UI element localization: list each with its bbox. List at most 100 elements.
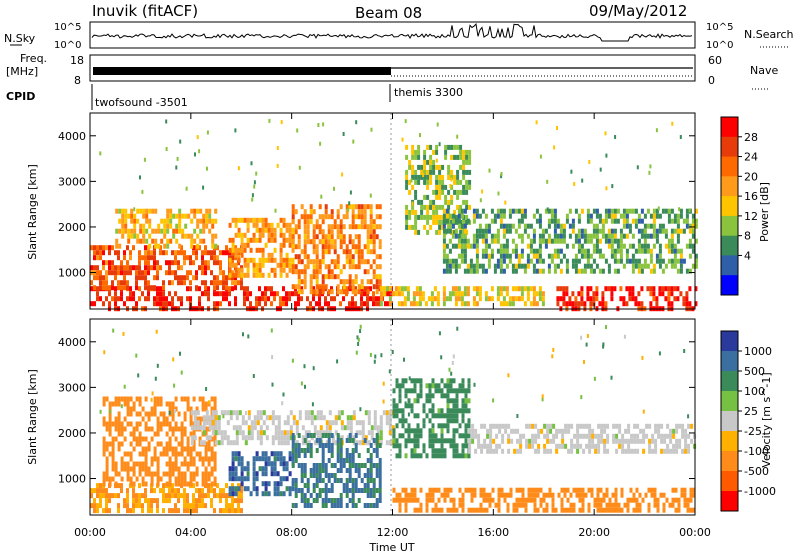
heatmap-cell — [369, 473, 373, 478]
heatmap-cell — [102, 245, 105, 251]
heatmap-cell — [216, 255, 219, 261]
heatmap-cell — [505, 286, 509, 292]
heatmap-cell — [623, 334, 626, 339]
heatmap-cell — [461, 403, 465, 409]
heatmap-cell — [544, 208, 548, 214]
heatmap-cell — [395, 438, 399, 444]
heatmap-cell — [613, 233, 617, 239]
heatmap-cell — [144, 255, 147, 261]
heatmap-cell — [505, 238, 509, 244]
heatmap-cell — [282, 392, 285, 397]
heatmap-cell — [240, 217, 244, 223]
heatmap-cell — [401, 497, 405, 503]
heatmap-cell — [186, 498, 189, 504]
heatmap-cell — [172, 233, 176, 239]
heatmap-cell — [186, 286, 189, 292]
heatmap-cell — [321, 448, 325, 453]
heatmap-cell — [366, 473, 370, 478]
heatmap-cell — [360, 291, 363, 297]
heatmap-cell — [427, 296, 431, 302]
heatmap-cell — [435, 194, 439, 200]
heatmap-cell — [450, 169, 454, 175]
heatmap-cell — [319, 410, 323, 416]
heatmap-cell — [176, 156, 179, 161]
heatmap-cell — [318, 229, 322, 235]
heatmap-cell — [144, 446, 148, 452]
heatmap-cell — [426, 229, 430, 235]
heatmap-cell — [570, 438, 574, 444]
heatmap-cell — [378, 458, 382, 463]
heatmap-cell — [404, 502, 408, 508]
heatmap-cell — [177, 265, 180, 271]
heatmap-cell — [414, 194, 418, 200]
heatmap-cell — [126, 285, 129, 291]
heatmap-cell — [102, 401, 106, 407]
heatmap-cell — [210, 488, 213, 494]
heatmap-cell — [416, 433, 420, 439]
heatmap-cell — [348, 254, 352, 260]
heatmap-cell — [291, 234, 295, 240]
heatmap-cell — [273, 257, 277, 263]
heatmap-cell — [138, 436, 142, 442]
heatmap-cell — [174, 436, 178, 442]
heatmap-cell — [333, 249, 337, 255]
heatmap-cell — [243, 301, 246, 307]
heatmap-cell — [465, 219, 469, 225]
heatmap-cell — [297, 448, 301, 453]
heatmap-cell — [226, 440, 230, 446]
heatmap-cell — [526, 233, 530, 239]
heatmap-cell — [626, 502, 630, 508]
heatmap-cell — [541, 301, 545, 307]
heatmap-cell — [661, 228, 665, 234]
heatmap-cell — [459, 204, 463, 210]
heatmap-cell — [448, 263, 452, 269]
heatmap-cell — [502, 286, 506, 292]
heatmap-cell — [588, 438, 592, 444]
heatmap-cell — [102, 446, 106, 452]
heatmap-cell — [647, 502, 651, 508]
heatmap-cell — [336, 468, 340, 473]
heatmap-cell — [192, 431, 196, 437]
heatmap-cell — [300, 381, 303, 386]
heatmap-cell — [168, 493, 171, 499]
heatmap-cell — [576, 448, 580, 454]
heatmap-cell — [541, 233, 545, 239]
heatmap-cell — [372, 284, 376, 290]
heatmap-cell — [124, 218, 128, 224]
heatmap-cell — [334, 430, 338, 436]
heatmap-cell — [306, 254, 310, 260]
heatmap-cell — [363, 214, 367, 220]
heatmap-cell — [114, 426, 118, 432]
nsearch-tick-bottom: 10^0 — [706, 40, 733, 51]
heatmap-cell — [138, 461, 142, 467]
heatmap-cell — [562, 301, 566, 307]
heatmap-cell — [288, 471, 292, 477]
heatmap-cell — [372, 296, 375, 302]
heatmap-cell — [267, 252, 271, 258]
heatmap-cell — [354, 234, 358, 240]
heatmap-cell — [255, 227, 259, 233]
heatmap-cell — [135, 493, 138, 499]
heatmap-cell — [255, 217, 259, 223]
heatmap-cell — [561, 428, 565, 434]
heatmap-cell — [297, 274, 301, 280]
heatmap-cell — [385, 440, 389, 446]
heatmap-cell — [324, 214, 328, 220]
heatmap-cell — [449, 507, 453, 513]
heatmap-cell — [129, 481, 133, 487]
heatmap-cell — [548, 487, 552, 493]
heatmap-cell — [625, 223, 629, 229]
heatmap-cell — [279, 461, 283, 467]
heatmap-cell — [244, 420, 248, 426]
heatmap-cell — [111, 461, 115, 467]
heatmap-cell — [633, 448, 637, 454]
heatmap-cell — [505, 301, 509, 307]
heatmap-cell — [565, 268, 569, 274]
heatmap-cell — [475, 208, 479, 214]
heatmap-cell — [363, 291, 366, 297]
heatmap-cell — [129, 508, 132, 514]
heatmap-cell — [214, 430, 218, 436]
heatmap-cell — [646, 233, 650, 239]
heatmap-cell — [628, 223, 632, 229]
heatmap-cell — [267, 296, 270, 302]
